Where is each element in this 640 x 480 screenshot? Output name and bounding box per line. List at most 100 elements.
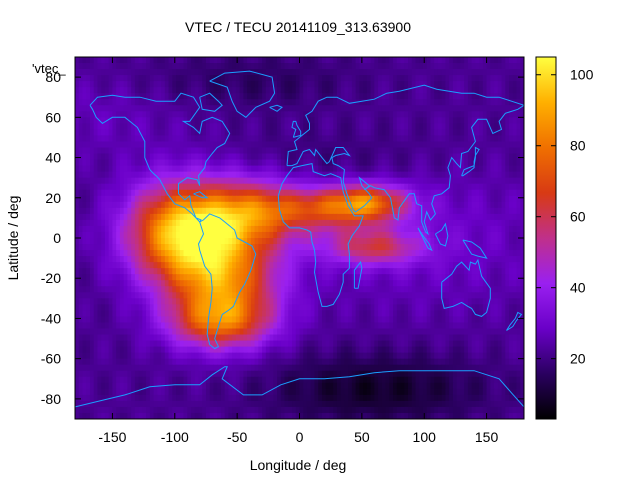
heatmap-cell (172, 117, 177, 124)
heatmap-cell (224, 141, 230, 149)
heatmap-cell (254, 159, 259, 167)
heatmap-cell (179, 105, 185, 112)
heatmap-cell (146, 183, 151, 191)
heatmap-cell (104, 63, 110, 70)
heatmap-cell (441, 286, 447, 293)
heatmap-cell (254, 244, 259, 251)
heatmap-cell (164, 219, 170, 227)
heatmap-cell (86, 63, 91, 70)
heatmap-cell (415, 262, 420, 269)
heatmap-cell (194, 274, 200, 281)
heatmap-cell (434, 57, 439, 64)
heatmap-cell (168, 147, 173, 155)
heatmap-cell (479, 63, 484, 70)
heatmap-cell (75, 225, 80, 233)
heatmap-cell (494, 244, 499, 251)
heatmap-cell (247, 244, 252, 251)
heatmap-cell (265, 135, 271, 143)
heatmap-cell (123, 244, 128, 251)
heatmap-cell (449, 123, 454, 130)
heatmap-cell (209, 207, 215, 215)
heatmap-cell (82, 250, 87, 257)
heatmap-cell (224, 117, 230, 124)
heatmap-cell (422, 69, 428, 76)
heatmap-cell (127, 171, 132, 179)
heatmap-cell (168, 274, 173, 281)
heatmap-cell (452, 244, 458, 251)
heatmap-cell (415, 93, 420, 100)
heatmap-cell (243, 93, 248, 100)
heatmap-cell (460, 268, 465, 275)
heatmap-cell (329, 298, 334, 305)
heatmap-cell (494, 171, 499, 179)
heatmap-cell (183, 87, 188, 94)
heatmap-cell (359, 250, 364, 257)
heatmap-cell (108, 225, 114, 233)
heatmap-cell (336, 99, 342, 106)
heatmap-cell (344, 135, 349, 143)
heatmap-cell (378, 123, 383, 130)
heatmap-cell (247, 286, 252, 293)
heatmap-cell (134, 195, 140, 203)
heatmap-cell (153, 75, 158, 82)
heatmap-cell (419, 225, 424, 233)
heatmap-cell (97, 159, 102, 167)
heatmap-cell (344, 93, 349, 100)
heatmap-cell (299, 225, 304, 233)
heatmap-cell (340, 87, 345, 94)
heatmap-cell (258, 219, 263, 227)
heatmap-cell (509, 225, 514, 233)
heatmap-cell (520, 159, 524, 167)
heatmap-cell (321, 244, 327, 251)
heatmap-cell (273, 75, 278, 82)
heatmap-cell (314, 63, 319, 70)
heatmap-cell (119, 129, 125, 137)
heatmap-cell (385, 75, 390, 82)
heatmap-cell (385, 57, 390, 64)
heatmap-cell (408, 280, 413, 287)
heatmap-cell (198, 256, 203, 263)
heatmap-cell (138, 274, 143, 281)
heatmap-cell (116, 87, 121, 94)
heatmap-cell (164, 147, 170, 155)
heatmap-cell (422, 93, 428, 100)
heatmap-cell (396, 213, 402, 221)
heatmap-cell (385, 244, 390, 251)
heatmap-cell (441, 231, 447, 239)
heatmap-cell (183, 147, 188, 155)
heatmap-cell (351, 286, 357, 293)
heatmap-cell (333, 63, 338, 70)
heatmap-cell (396, 117, 402, 124)
heatmap-cell (348, 250, 353, 257)
heatmap-cell (486, 292, 491, 299)
heatmap-cell (131, 183, 136, 191)
heatmap-cell (243, 135, 248, 143)
heatmap-cell (415, 129, 420, 137)
heatmap-cell (344, 177, 349, 185)
heatmap-cell (220, 165, 226, 173)
heatmap-cell (108, 69, 114, 76)
heatmap-cell (452, 183, 458, 191)
heatmap-cell (411, 195, 417, 203)
heatmap-cell (393, 274, 398, 281)
heatmap-cell (134, 244, 140, 251)
heatmap-cell (456, 195, 461, 203)
heatmap-cell (265, 286, 271, 293)
heatmap-cell (78, 213, 84, 221)
heatmap-cell (509, 87, 514, 94)
heatmap-cell (471, 298, 476, 305)
heatmap-cell (228, 256, 233, 263)
heatmap-cell (385, 153, 390, 161)
heatmap-cell (318, 244, 323, 251)
heatmap-cell (131, 87, 136, 94)
heatmap-cell (512, 207, 518, 215)
heatmap-cell (374, 105, 379, 112)
heatmap-cell (359, 75, 364, 82)
heatmap-cell (209, 201, 215, 209)
heatmap-cell (157, 189, 162, 197)
heatmap-cell (359, 304, 364, 311)
heatmap-cell (471, 225, 476, 233)
heatmap-cell (318, 189, 323, 197)
heatmap-cell (123, 81, 128, 88)
heatmap-cell (108, 219, 114, 227)
